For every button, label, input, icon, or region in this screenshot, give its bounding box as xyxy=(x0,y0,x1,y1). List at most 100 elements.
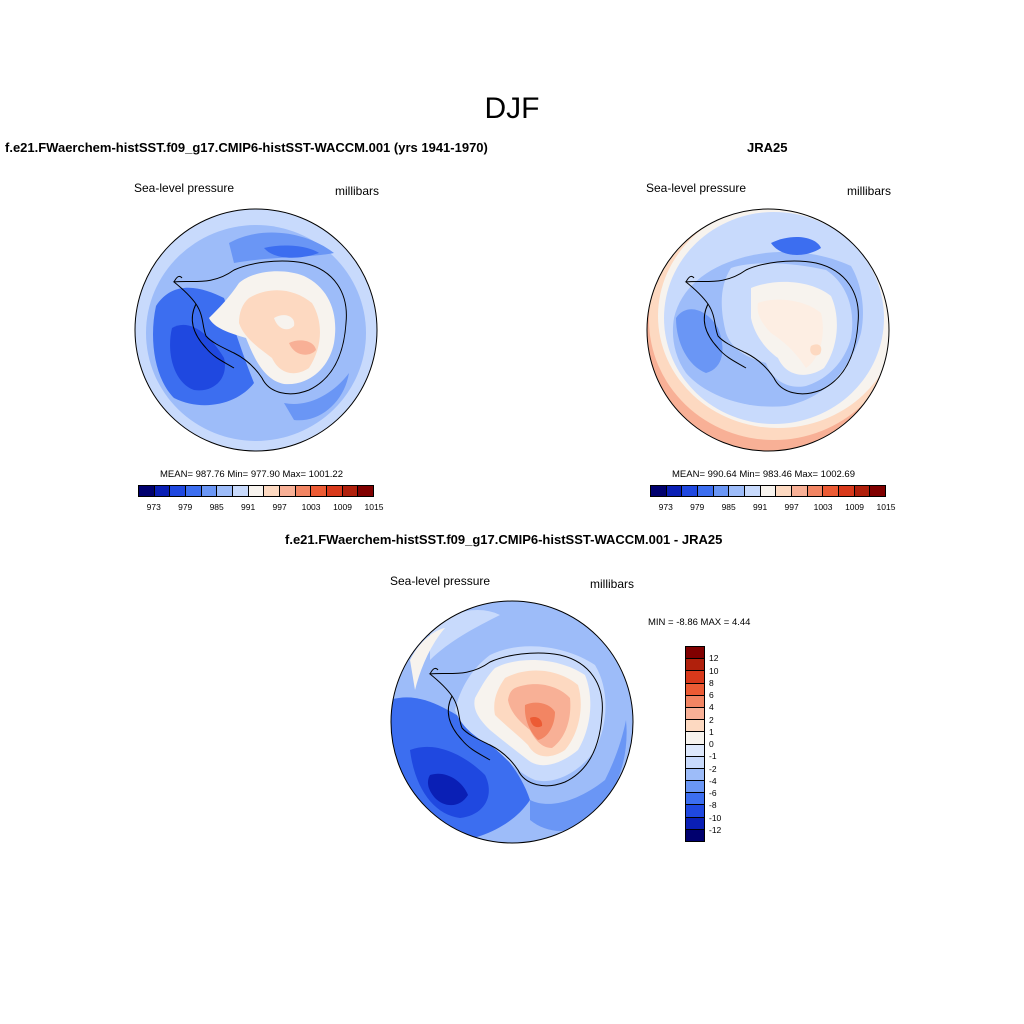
obs-colorbar-tick: 991 xyxy=(753,502,768,512)
obs-colorbar-tick: 973 xyxy=(658,502,673,512)
model-colorbar-box xyxy=(170,486,187,496)
figure-title: DJF xyxy=(484,92,540,125)
model-colorbar-box xyxy=(186,486,202,496)
diff-colorbar-box xyxy=(686,732,704,745)
model-map-border xyxy=(134,208,378,452)
obs-south-america-tip xyxy=(685,275,695,283)
diff-minmax: MIN = -8.86 MAX = 4.44 xyxy=(648,617,751,628)
diff-colorbar-tick: -2 xyxy=(709,763,717,774)
diff-colorbar-tick: 0 xyxy=(709,739,714,749)
obs-peninsula-coastline xyxy=(703,303,747,369)
model-variable-label: Sea-level pressure xyxy=(134,181,235,195)
diff-colorbar-tick: -6 xyxy=(709,788,717,798)
obs-colorbar-box xyxy=(854,486,871,496)
diff-colorbar-tick: 4 xyxy=(709,702,714,713)
model-colorbar-tick: 979 xyxy=(178,502,193,512)
diff-colorbar-box xyxy=(686,817,704,830)
diff-colorbar-tick: -10 xyxy=(709,812,722,823)
obs-colorbar-box xyxy=(760,486,777,496)
obs-colorbar-box xyxy=(651,486,667,496)
diff-colorbar-tick: -4 xyxy=(709,775,717,786)
obs-colorbar-box xyxy=(729,486,746,496)
model-colorbar-box xyxy=(358,486,374,496)
model-colorbar-tick: 1015 xyxy=(364,502,384,512)
model-colorbar-box xyxy=(154,486,171,496)
diff-colorbar-box xyxy=(686,768,704,782)
model-peninsula-coastline xyxy=(191,303,235,369)
model-colorbar-box xyxy=(248,486,265,496)
model-colorbar-tick: 973 xyxy=(146,502,161,512)
model-contour-979 xyxy=(170,324,225,391)
model-colorbar-box xyxy=(327,486,343,496)
diff-colorbar-box xyxy=(686,781,704,794)
diff-colorbar-box xyxy=(686,671,704,684)
obs-colorbar-tick: 985 xyxy=(721,502,736,512)
obs-dome xyxy=(757,299,823,368)
obs-variable-label: Sea-level pressure xyxy=(646,181,747,195)
model-colorbar-box xyxy=(217,486,234,496)
obs-panel-title: JRA25 xyxy=(747,140,788,155)
obs-units-label: millibars xyxy=(847,184,892,198)
model-units-label: millibars xyxy=(335,184,380,198)
model-colorbar-tick: 985 xyxy=(209,502,224,512)
obs-colorbar-box xyxy=(745,486,761,496)
diff-units-label: millibars xyxy=(590,577,635,591)
obs-antarctica-coastline xyxy=(684,260,859,395)
obs-colorbar-box xyxy=(682,486,699,496)
diff-colorbar-box xyxy=(686,756,704,769)
obs-colorbar-box xyxy=(776,486,793,496)
diff-upper-left-positive xyxy=(410,628,445,690)
diff-contour-neg8 xyxy=(427,773,468,806)
diff-polar-map xyxy=(390,600,634,844)
model-colorbar-box xyxy=(280,486,296,496)
obs-colorbar-tick: 979 xyxy=(690,502,705,512)
diff-colorbar-box xyxy=(686,695,704,708)
obs-dome-core xyxy=(810,344,822,356)
diff-contour-6 xyxy=(530,716,543,728)
diff-variable-label: Sea-level pressure xyxy=(390,574,491,588)
obs-colorbar-tick: 1009 xyxy=(845,502,864,512)
diff-antarctica-coastline xyxy=(428,652,603,787)
model-colorbar-box xyxy=(342,486,359,496)
diff-colorbar-box xyxy=(686,829,704,841)
model-colorbar-box xyxy=(264,486,281,496)
model-low-north-core xyxy=(264,245,319,258)
model-colorbar-box xyxy=(233,486,249,496)
obs-colorbar-tick: 997 xyxy=(784,502,799,512)
diff-colorbar-box xyxy=(686,744,704,757)
model-colorbar-tick: 991 xyxy=(241,502,256,512)
model-south-america-tip xyxy=(173,275,183,283)
diff-colorbar-box xyxy=(686,707,704,721)
model-polar-map xyxy=(134,208,378,452)
obs-colorbar-box xyxy=(870,486,886,496)
obs-low-west xyxy=(676,309,723,373)
obs-colorbar-box xyxy=(792,486,808,496)
obs-colorbar-box xyxy=(807,486,824,496)
diff-colorbar-tick: 1 xyxy=(709,726,714,737)
diff-colorbar xyxy=(685,646,705,842)
model-dome-center xyxy=(274,315,295,330)
diff-colorbar-tick: 10 xyxy=(709,665,719,676)
obs-low-north xyxy=(771,236,821,255)
diff-panel-title: f.e21.FWaerchem-histSST.f09_g17.CMIP6-hi… xyxy=(285,532,723,547)
obs-colorbar-box xyxy=(698,486,714,496)
diff-colorbar-tick: 6 xyxy=(709,690,714,700)
obs-polar-map xyxy=(646,208,890,452)
diff-colorbar-tick: -1 xyxy=(709,751,717,762)
diff-map-border xyxy=(390,600,634,844)
model-colorbar xyxy=(138,485,374,497)
obs-colorbar-box xyxy=(839,486,855,496)
obs-colorbar-box xyxy=(713,486,730,496)
model-colorbar-labels: 973 979 985 991 997 1003 1009 1015 xyxy=(138,502,384,514)
model-panel-title: f.e21.FWaerchem-histSST.f09_g17.CMIP6-hi… xyxy=(5,140,488,155)
model-stats: MEAN= 987.76 Min= 977.90 Max= 1001.22 xyxy=(160,469,343,480)
obs-colorbar xyxy=(650,485,886,497)
diff-colorbar-tick: 12 xyxy=(709,653,719,664)
model-colorbar-tick: 997 xyxy=(272,502,287,512)
model-contour-1009 xyxy=(289,340,316,355)
model-colorbar-box xyxy=(311,486,328,496)
model-colorbar-tick: 1003 xyxy=(301,502,321,512)
diff-colorbar-box xyxy=(686,683,704,696)
model-colorbar-box xyxy=(201,486,218,496)
diff-colorbar-box xyxy=(686,647,704,660)
